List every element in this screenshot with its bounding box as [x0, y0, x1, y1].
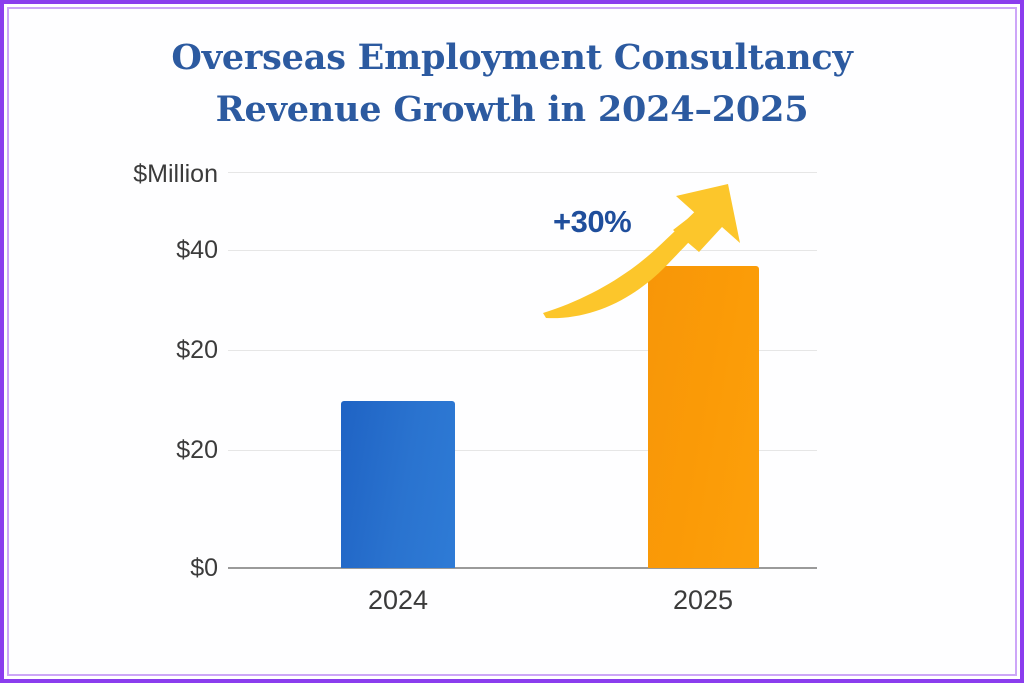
page-title: Overseas Employment Consultancy Revenue …: [0, 32, 1024, 136]
chart-canvas: [9, 9, 1015, 674]
title-line-1: Overseas Employment Consultancy: [171, 37, 853, 78]
gridline-20: [228, 450, 817, 451]
gridline-40: [228, 250, 817, 251]
gridline-million: [228, 172, 817, 173]
x-tick-label-2025: 2025: [672, 585, 734, 615]
gridline-30: [228, 350, 817, 351]
growth-percentage-label: +30%: [553, 204, 632, 239]
y-tick-label-unit: $Million: [133, 160, 218, 188]
y-tick-label-40: $40: [176, 236, 218, 264]
y-tick-label-30: $20: [176, 336, 218, 364]
bar-2024[interactable]: [341, 401, 455, 568]
y-tick-label-0: $0: [190, 554, 218, 582]
title-line-2: Revenue Growth in 2024–2025: [215, 89, 809, 130]
y-tick-label-20: $20: [176, 436, 218, 464]
axis-baseline: [228, 567, 817, 569]
x-tick-label-2024: 2024: [367, 585, 429, 615]
